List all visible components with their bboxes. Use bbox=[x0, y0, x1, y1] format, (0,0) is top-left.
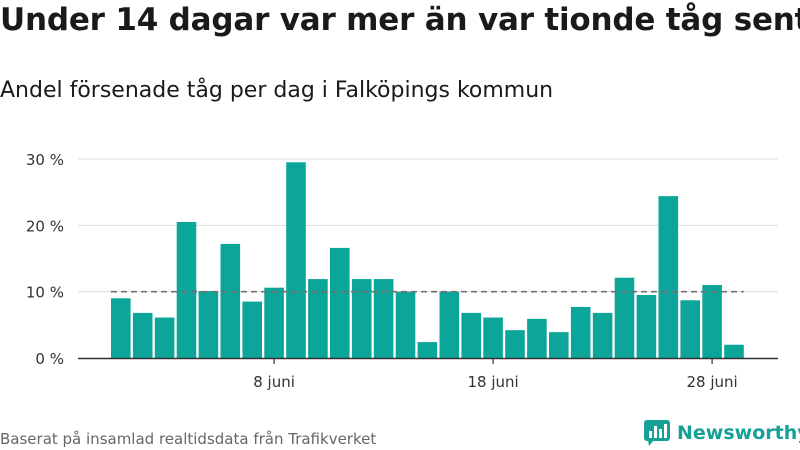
newsworthy-logo-icon bbox=[644, 420, 670, 446]
bar bbox=[308, 279, 328, 358]
bar bbox=[132, 312, 153, 358]
bar bbox=[592, 312, 613, 358]
y-tick-label: 0 % bbox=[35, 350, 64, 368]
bar bbox=[461, 312, 481, 358]
bar bbox=[220, 243, 241, 358]
bar bbox=[549, 332, 569, 358]
x-tick-label: 18 juni bbox=[467, 373, 518, 391]
bar bbox=[658, 196, 679, 358]
newsworthy-logo: Newsworthy bbox=[644, 420, 800, 446]
bar bbox=[264, 287, 284, 358]
bar bbox=[330, 247, 350, 358]
bar bbox=[724, 344, 744, 358]
bar bbox=[373, 279, 394, 358]
y-tick-label: 10 % bbox=[26, 284, 64, 302]
bar bbox=[505, 330, 525, 358]
chart-title: Under 14 dagar var mer än var tionde tåg… bbox=[0, 2, 800, 38]
bar bbox=[242, 301, 262, 358]
bar bbox=[636, 294, 657, 358]
brand-name: Newsworthy bbox=[677, 422, 800, 444]
bar bbox=[154, 317, 175, 358]
bar bbox=[111, 298, 131, 358]
bar bbox=[417, 342, 438, 358]
chart-subtitle: Andel försenade tåg per dag i Falköpings… bbox=[0, 78, 554, 103]
bar bbox=[395, 291, 416, 358]
bar bbox=[198, 291, 219, 358]
bar bbox=[439, 291, 460, 358]
x-tick-label: 28 juni bbox=[686, 373, 737, 391]
source-note: Baserat på insamlad realtidsdata från Tr… bbox=[0, 430, 377, 448]
bar bbox=[702, 285, 722, 358]
bar bbox=[176, 222, 197, 358]
bar bbox=[351, 279, 372, 358]
bar bbox=[570, 306, 591, 358]
bar bbox=[483, 317, 503, 358]
y-tick-label: 30 % bbox=[26, 151, 64, 169]
bar bbox=[286, 162, 306, 358]
bar bbox=[527, 318, 547, 358]
bar bbox=[680, 300, 700, 358]
y-tick-label: 20 % bbox=[26, 217, 64, 235]
bar bbox=[614, 277, 635, 358]
x-tick-label: 8 juni bbox=[253, 373, 295, 391]
